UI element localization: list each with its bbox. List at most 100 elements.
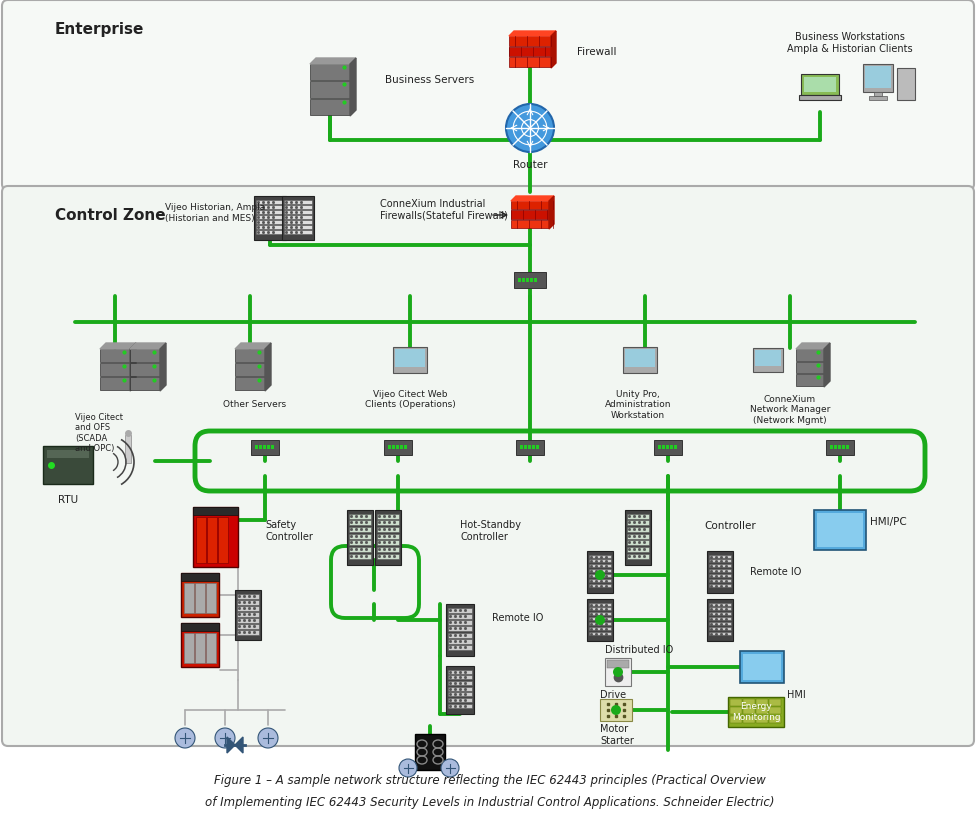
Bar <box>400 445 403 449</box>
Bar <box>207 517 217 563</box>
Polygon shape <box>130 343 136 391</box>
Bar <box>100 349 130 362</box>
Bar <box>589 622 611 625</box>
Bar <box>834 445 837 449</box>
Bar <box>218 517 228 563</box>
Bar <box>263 445 266 449</box>
Bar <box>627 534 649 539</box>
Bar <box>743 699 755 706</box>
Text: Controller: Controller <box>704 521 756 531</box>
Bar <box>728 697 784 727</box>
Bar <box>446 666 474 714</box>
Polygon shape <box>227 737 235 753</box>
Circle shape <box>611 705 621 715</box>
Bar <box>237 630 259 635</box>
Circle shape <box>215 728 235 748</box>
Bar <box>524 445 527 449</box>
Bar <box>897 68 915 100</box>
Bar <box>511 201 549 209</box>
Bar <box>448 614 472 619</box>
Bar <box>284 215 312 219</box>
Text: Business Servers: Business Servers <box>385 75 474 85</box>
Bar <box>235 377 265 390</box>
Bar <box>605 658 631 686</box>
Bar <box>349 534 371 539</box>
Bar <box>709 632 731 635</box>
Bar <box>530 278 533 282</box>
Text: Other Servers: Other Servers <box>223 400 286 409</box>
Circle shape <box>595 570 605 580</box>
Bar <box>730 716 742 723</box>
Bar <box>377 520 399 525</box>
Bar <box>254 196 286 240</box>
Bar <box>514 272 546 288</box>
Text: Business Workstations
Ampla & Historian Clients: Business Workstations Ampla & Historian … <box>787 32 912 54</box>
Bar <box>670 445 673 449</box>
Bar <box>842 445 845 449</box>
Polygon shape <box>551 31 556 68</box>
Bar <box>377 554 399 559</box>
Bar <box>589 603 611 606</box>
Bar <box>674 445 677 449</box>
Bar <box>846 445 849 449</box>
Text: Vijeo Citect Web
Clients (Operations): Vijeo Citect Web Clients (Operations) <box>365 390 456 410</box>
Bar <box>799 95 841 100</box>
Bar <box>509 36 551 45</box>
Bar <box>310 99 350 115</box>
Bar <box>100 363 130 376</box>
Bar <box>625 510 651 565</box>
Bar <box>237 612 259 617</box>
Bar <box>769 707 781 714</box>
Bar <box>709 612 731 615</box>
Bar <box>377 514 399 519</box>
Bar <box>627 547 649 552</box>
Bar <box>193 507 238 567</box>
Bar <box>814 510 866 550</box>
Bar <box>43 446 93 484</box>
Bar <box>256 225 284 229</box>
Circle shape <box>595 615 605 625</box>
Bar <box>267 445 270 449</box>
Bar <box>627 527 649 532</box>
Bar <box>448 698 472 702</box>
Bar <box>709 603 731 606</box>
Bar <box>589 607 611 610</box>
Bar <box>130 349 160 362</box>
Bar <box>100 377 130 390</box>
Bar <box>448 681 472 685</box>
Bar <box>393 347 427 373</box>
Bar <box>755 350 781 366</box>
Bar <box>709 555 731 558</box>
Bar <box>520 445 523 449</box>
Text: Vijeo Historian, Ampla
(Historian and MES): Vijeo Historian, Ampla (Historian and ME… <box>165 204 266 222</box>
Bar <box>349 514 371 519</box>
Bar <box>740 651 784 683</box>
Text: Router: Router <box>513 160 547 170</box>
Bar <box>256 200 284 204</box>
Bar <box>310 64 350 80</box>
Bar <box>526 278 529 282</box>
Bar <box>448 704 472 708</box>
Bar <box>796 349 824 361</box>
Text: Drive: Drive <box>600 690 626 700</box>
Bar <box>709 607 731 610</box>
Text: Remote IO: Remote IO <box>492 613 543 623</box>
Bar <box>237 600 259 605</box>
Text: Hot-Standby
Controller: Hot-Standby Controller <box>460 520 521 541</box>
Bar <box>534 278 537 282</box>
Bar <box>817 513 863 547</box>
Bar <box>666 445 669 449</box>
Bar <box>256 210 284 214</box>
Bar <box>707 551 733 593</box>
Bar <box>769 699 781 706</box>
Bar <box>511 210 549 218</box>
Text: ConneXium
Network Manager
(Network Mgmt): ConneXium Network Manager (Network Mgmt) <box>750 395 830 425</box>
Bar <box>284 230 312 234</box>
Bar <box>377 534 399 539</box>
Text: Safety
Controller: Safety Controller <box>265 520 313 541</box>
Polygon shape <box>100 343 136 349</box>
Bar <box>709 622 731 625</box>
Polygon shape <box>796 343 830 349</box>
Bar <box>709 569 731 572</box>
Bar <box>627 540 649 545</box>
